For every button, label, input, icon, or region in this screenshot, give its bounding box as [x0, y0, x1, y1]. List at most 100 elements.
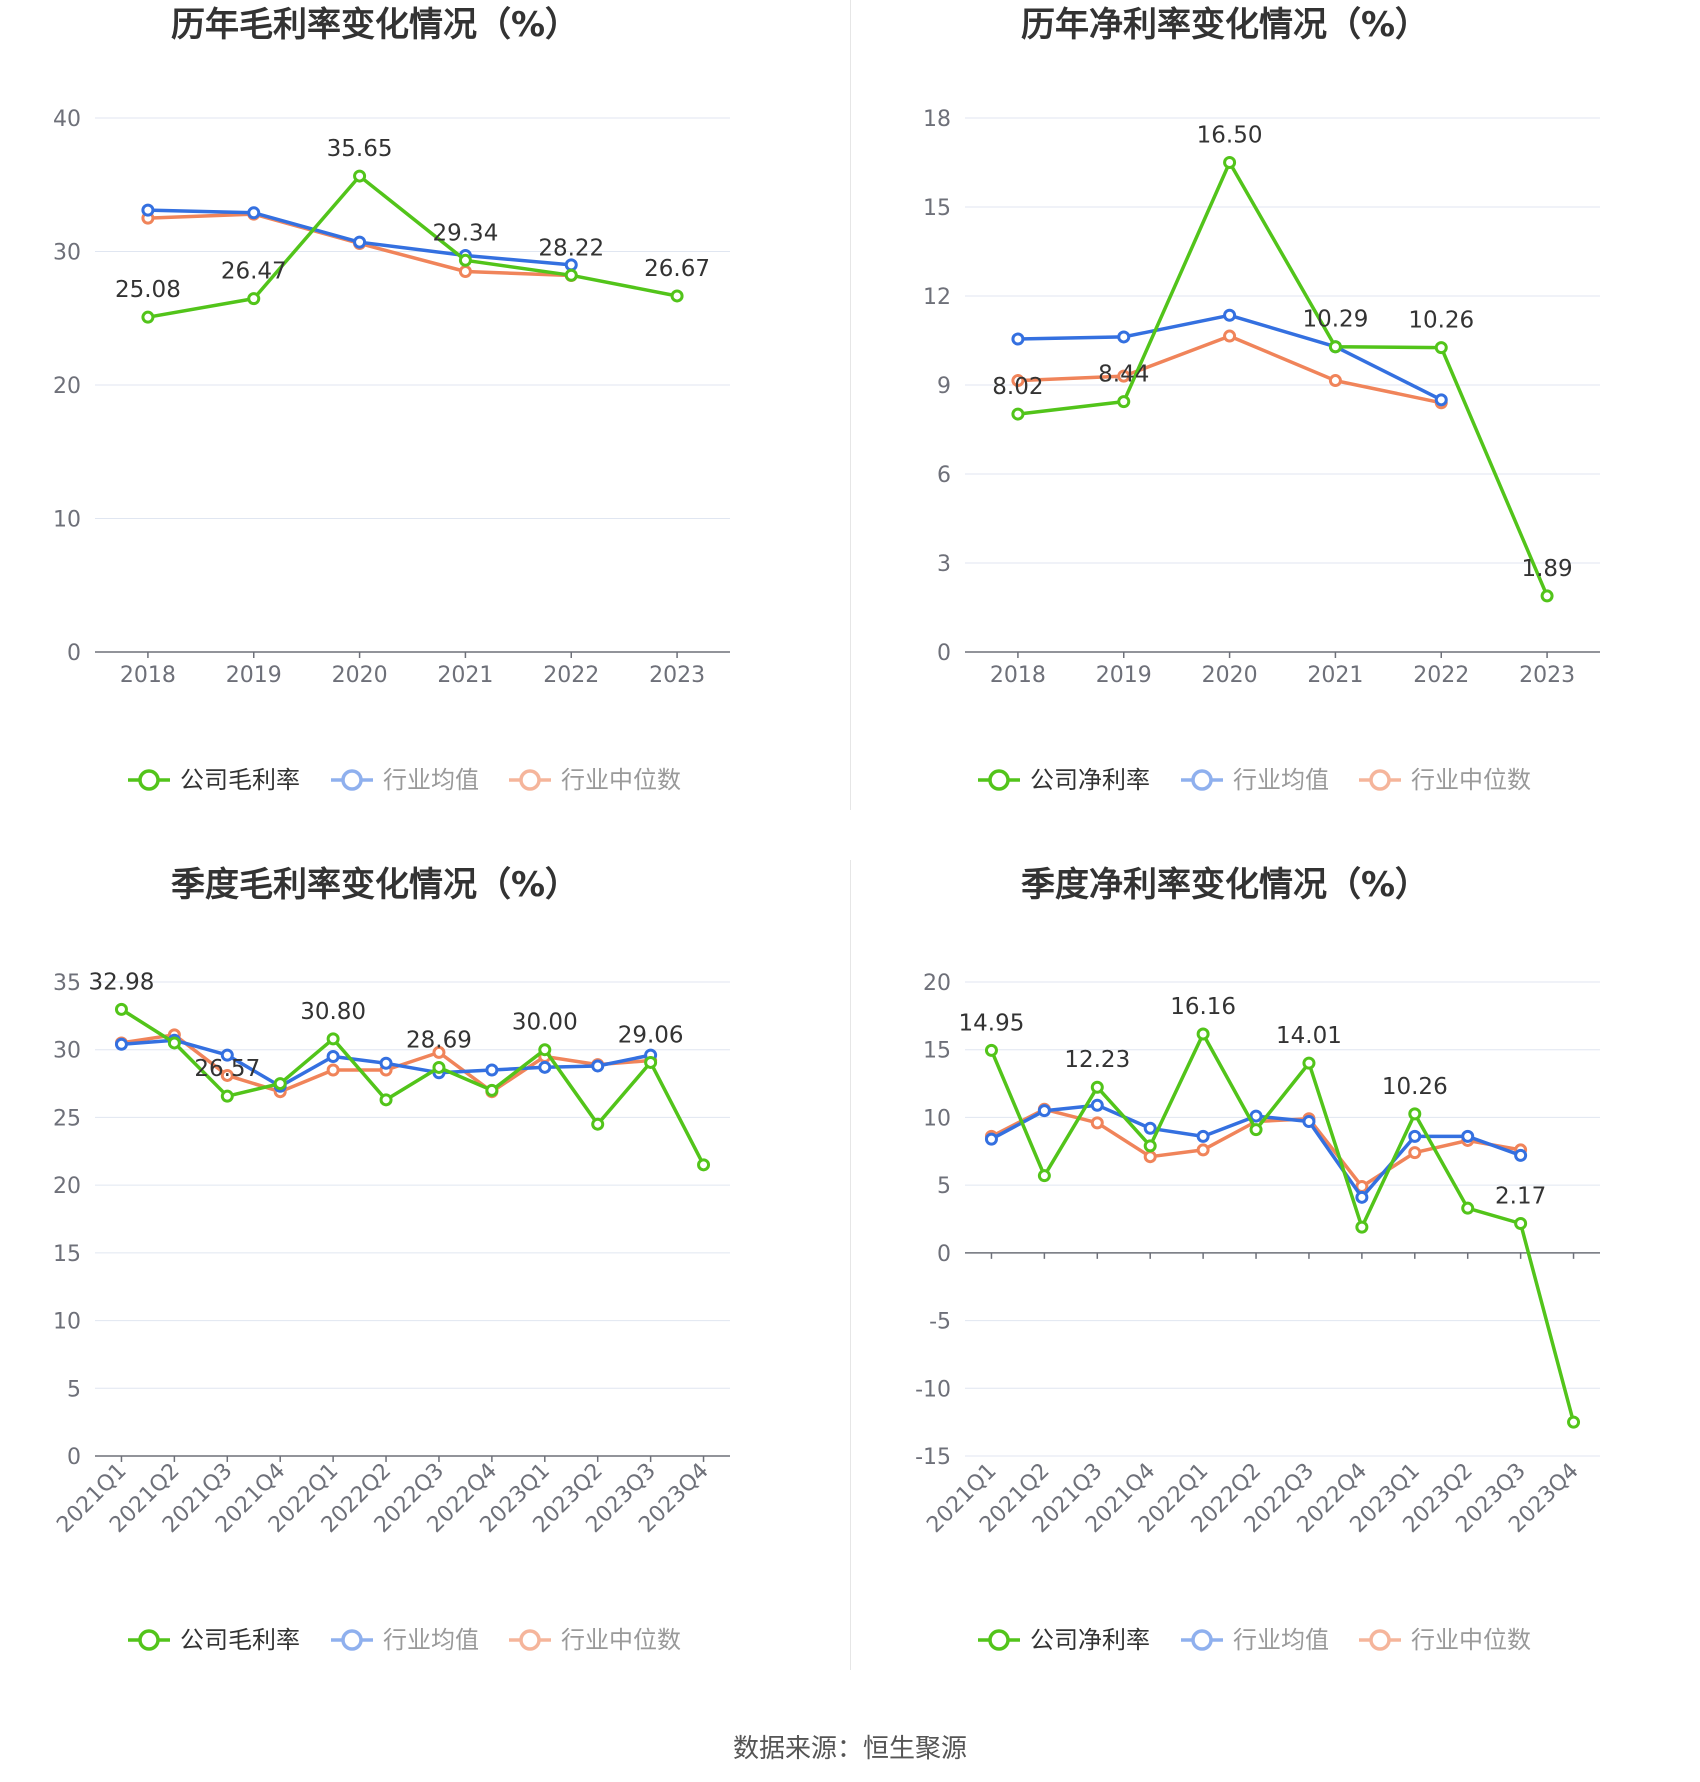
legend-marker — [1369, 1629, 1391, 1651]
data-point — [1302, 1056, 1316, 1070]
legend-marker — [138, 1629, 160, 1651]
legend-label: 行业中位数 — [561, 1626, 681, 1654]
data-point — [538, 1043, 552, 1057]
data-point — [353, 169, 367, 183]
data-point — [141, 203, 155, 217]
quarterly-net-margin-chart: 季度净利率变化情况（%） -15 -10 -5 0 5 10 15 20 2021Q1 2021Q2… — [850, 860, 1700, 1720]
data-point — [458, 265, 472, 279]
data-point — [432, 1045, 446, 1059]
y-tick-label: 25 — [53, 1106, 81, 1131]
data-label: 12.23 — [1064, 1047, 1130, 1073]
y-tick-label: 0 — [937, 1242, 951, 1267]
data-point — [114, 1037, 128, 1051]
y-tick-label: 10 — [53, 1310, 81, 1335]
legend-marker — [341, 769, 363, 791]
data-label: 10.29 — [1302, 307, 1368, 333]
legend-label: 行业中位数 — [1411, 1626, 1531, 1654]
data-point — [1514, 1148, 1528, 1162]
series-line-1 — [1017, 313, 1443, 402]
chart-title: 历年毛利率变化情况（%） — [171, 5, 579, 45]
data-label: 30.00 — [512, 1010, 578, 1036]
data-point — [1196, 1129, 1210, 1143]
data-label: 28.22 — [538, 235, 604, 261]
chart-title: 历年净利率变化情况（%） — [1021, 5, 1429, 45]
data-label: 28.69 — [406, 1027, 472, 1053]
legend-label: 公司净利率 — [1030, 1626, 1150, 1654]
chart-title: 季度净利率变化情况（%） — [1021, 865, 1429, 905]
data-label: 26.67 — [644, 256, 710, 282]
legend-marker — [988, 1629, 1010, 1651]
y-tick-label: 0 — [67, 1445, 81, 1470]
data-point — [1355, 1220, 1369, 1234]
data-point — [1011, 332, 1025, 346]
data-point — [1090, 1080, 1104, 1094]
data-point — [1223, 308, 1237, 322]
legend-label: 行业均值 — [1233, 766, 1329, 794]
series-line-0 — [1017, 160, 1549, 597]
y-tick-label: 30 — [53, 1039, 81, 1064]
y-tick-label: 15 — [53, 1242, 81, 1267]
data-point — [273, 1077, 287, 1091]
y-tick-label: 40 — [53, 107, 81, 132]
data-point — [141, 310, 155, 324]
data-label: 32.98 — [89, 969, 155, 995]
y-tick-label: 20 — [53, 374, 81, 399]
data-point — [644, 1055, 658, 1069]
y-tick-label: 18 — [923, 107, 951, 132]
data-point — [1090, 1116, 1104, 1130]
data-source-value: 恒生聚源 — [863, 1734, 968, 1764]
legend-marker — [341, 1629, 363, 1651]
data-point — [1143, 1150, 1157, 1164]
legend-label: 公司毛利率 — [180, 766, 300, 794]
y-tick-label: 35 — [53, 971, 81, 996]
data-point — [353, 235, 367, 249]
data-point — [379, 1056, 393, 1070]
data-label: 14.95 — [959, 1010, 1025, 1036]
vertical-divider-top — [850, 0, 851, 810]
data-point — [591, 1117, 605, 1131]
y-tick-label: 10 — [923, 1106, 951, 1131]
data-point — [1434, 393, 1448, 407]
annual-gross-margin-chart: 历年毛利率变化情况（%） 0 10 20 30 40 2018 2019 2020 2021 202… — [0, 0, 850, 860]
data-label: 26.47 — [221, 259, 287, 285]
y-tick-label: 15 — [923, 1039, 951, 1064]
data-point — [1328, 374, 1342, 388]
data-point — [247, 292, 261, 306]
data-point — [984, 1043, 998, 1057]
data-point — [247, 206, 261, 220]
data-label: 16.50 — [1197, 123, 1263, 149]
data-point — [1223, 329, 1237, 343]
x-tick-label: 2023 — [1519, 663, 1575, 688]
legend-marker — [988, 769, 1010, 791]
data-point — [564, 268, 578, 282]
y-tick-label: 12 — [923, 285, 951, 310]
x-tick-label: 2018 — [120, 663, 176, 688]
data-source-label: 数据来源： — [732, 1734, 863, 1764]
x-tick-label: 2019 — [1096, 663, 1152, 688]
data-label: 8.44 — [1098, 362, 1149, 388]
data-point — [1249, 1123, 1263, 1137]
x-tick-label: 2022 — [543, 663, 599, 688]
legend-label: 公司净利率 — [1030, 766, 1150, 794]
data-point — [167, 1036, 181, 1050]
data-point — [1196, 1143, 1210, 1157]
data-point — [1037, 1104, 1051, 1118]
series-line-0 — [147, 174, 678, 319]
data-point — [485, 1063, 499, 1077]
data-label: 16.16 — [1170, 994, 1236, 1020]
y-tick-label: 5 — [937, 1174, 951, 1199]
y-tick-label: 30 — [53, 241, 81, 266]
data-point — [670, 289, 684, 303]
data-point — [1328, 340, 1342, 354]
data-point — [326, 1063, 340, 1077]
y-tick-label: 15 — [923, 196, 951, 221]
data-point — [1434, 341, 1448, 355]
data-label: 25.08 — [115, 277, 181, 303]
legend-marker — [519, 769, 541, 791]
chart-title: 季度毛利率变化情况（%） — [171, 865, 579, 905]
series-line-0 — [989, 1032, 1576, 1423]
data-point — [1090, 1098, 1104, 1112]
chart-svg: 季度净利率变化情况（%）-15-10-5051015202021Q12021Q2… — [915, 865, 1600, 1654]
data-point — [220, 1048, 234, 1062]
legend-marker — [1369, 769, 1391, 791]
